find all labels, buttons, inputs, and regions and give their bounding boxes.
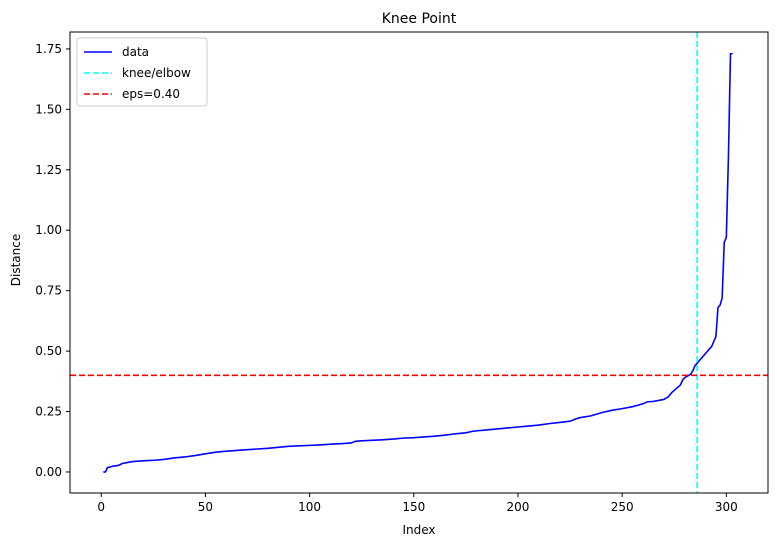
y-tick-label: 0.25 <box>35 405 62 419</box>
y-tick-label: 1.00 <box>35 223 62 237</box>
y-axis-label: Distance <box>9 234 23 286</box>
chart-title: Knee Point <box>382 11 457 27</box>
legend-box <box>76 37 208 107</box>
legend: data knee/elbow eps=0.40 <box>76 37 208 107</box>
x-tick-label: 100 <box>298 500 321 514</box>
legend-label-data: data <box>122 45 149 59</box>
series-line-data <box>103 52 733 473</box>
x-tick-label: 250 <box>611 500 634 514</box>
y-tick-label: 1.75 <box>35 42 62 56</box>
x-tick-label: 200 <box>507 500 530 514</box>
x-axis-label: Index <box>402 523 435 537</box>
y-tick-label: 0.75 <box>35 284 62 298</box>
plot-layer <box>70 32 768 493</box>
y-tick-label: 1.25 <box>35 163 62 177</box>
plot-frame <box>69 31 769 494</box>
x-tick-label: 0 <box>97 500 105 514</box>
y-tick-label: 0.50 <box>35 344 62 358</box>
x-tick-label: 150 <box>402 500 425 514</box>
x-tick-label: 50 <box>198 500 213 514</box>
legend-label-eps-0-40: eps=0.40 <box>122 87 180 101</box>
y-tick-label: 0.00 <box>35 465 62 479</box>
x-tick-label: 300 <box>715 500 738 514</box>
ticks-layer: 0 50 100 150 200 250 300 0.00 0.25 0.50 0.75 1.00 1.… <box>35 42 738 514</box>
y-tick-label: 1.50 <box>35 102 62 116</box>
legend-label-knee-elbow: knee/elbow <box>122 66 191 80</box>
